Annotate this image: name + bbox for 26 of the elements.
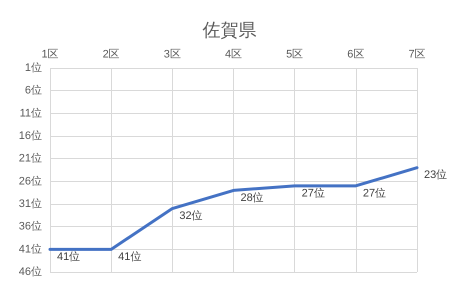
- data-label: 32位: [179, 210, 203, 222]
- data-label: 27位: [362, 187, 386, 200]
- x-tick-label: 7区: [408, 48, 426, 60]
- line-series: [48, 166, 418, 251]
- x-tick-label: 5区: [286, 48, 304, 60]
- y-tick-label: 41位: [18, 243, 42, 256]
- x-tick-label: 2区: [102, 48, 120, 60]
- data-label: 28位: [240, 192, 264, 204]
- y-tick-label: 6位: [24, 84, 42, 97]
- y-tick-label: 36位: [18, 220, 42, 233]
- x-tick-label: 4区: [224, 48, 242, 60]
- x-tick-label: 3区: [164, 48, 181, 60]
- data-label: 41位: [57, 250, 80, 263]
- chart-title: 佐賀県: [202, 20, 256, 40]
- y-tick-label: 11位: [20, 107, 42, 120]
- data-label: 41位: [118, 250, 142, 263]
- data-label: 27位: [302, 187, 325, 200]
- data-label: 23位: [424, 169, 448, 182]
- y-tick-label: 1位: [24, 62, 42, 74]
- y-tick-label: 31位: [18, 198, 42, 210]
- y-tick-label: 26位: [18, 175, 42, 188]
- x-tick-label: 1区: [41, 48, 59, 60]
- y-tick-label: 16位: [18, 130, 42, 142]
- x-tick-label: 6区: [347, 48, 364, 60]
- y-tick-label: 21位: [18, 152, 42, 165]
- y-tick-label: 46位: [18, 266, 42, 278]
